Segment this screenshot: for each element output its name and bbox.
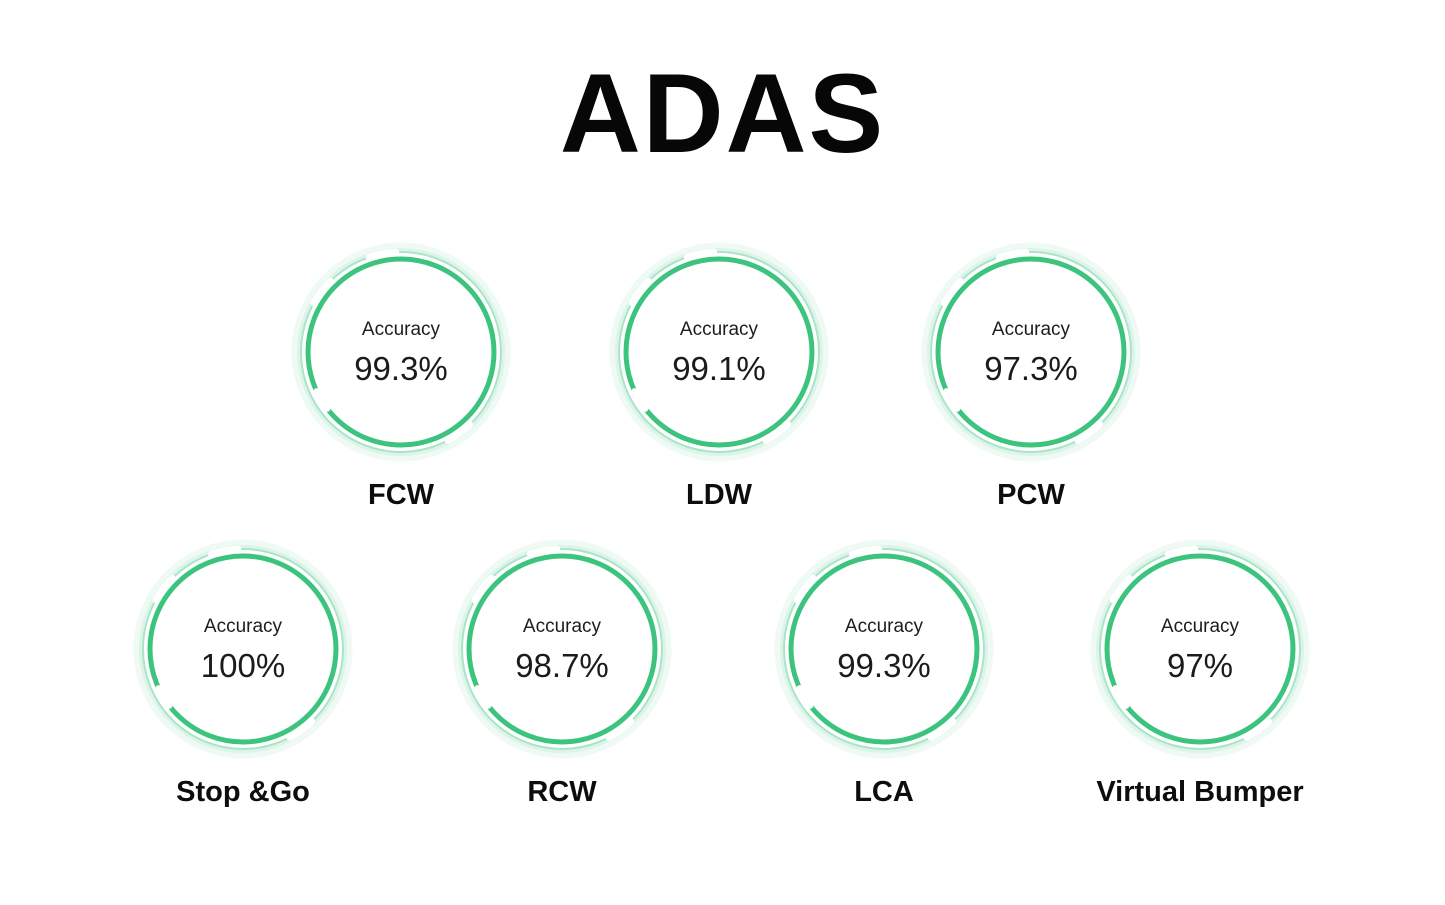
gauge-ring: Accuracy 100% <box>133 539 353 759</box>
gauge-ring: Accuracy 97.3% <box>921 242 1141 462</box>
accuracy-label: Accuracy <box>679 318 759 340</box>
page-title: ADAS <box>559 51 886 176</box>
gauge-ring-graphic <box>291 242 511 462</box>
accuracy-label: Accuracy <box>522 615 602 637</box>
accuracy-label: Accuracy <box>844 615 924 637</box>
gauge-text: Accuracy 97% <box>1090 539 1310 759</box>
gauge-stop-and-go: Accuracy 100% Stop &Go <box>133 539 353 809</box>
gauge-ring-graphic <box>452 539 672 759</box>
gauge-label-ldw: LDW <box>685 479 753 511</box>
accuracy-value: 97.3% <box>984 349 1078 387</box>
gauge-text: Accuracy 99.3% <box>291 242 511 462</box>
gauge-ring: Accuracy 99.3% <box>291 242 511 462</box>
gauge-label-stop-and-go: Stop &Go <box>176 776 310 808</box>
accuracy-label: Accuracy <box>991 318 1071 340</box>
accuracy-value: 99.1% <box>672 349 766 387</box>
gauge-fcw: Accuracy 99.3% FCW <box>291 242 511 512</box>
gauge-pcw: Accuracy 97.3% PCW <box>921 242 1141 512</box>
gauge-ring-graphic <box>133 539 353 759</box>
gauge-ring: Accuracy 98.7% <box>452 539 672 759</box>
gauge-label-fcw: FCW <box>367 479 435 511</box>
accuracy-label: Accuracy <box>1160 615 1240 637</box>
gauge-lca: Accuracy 99.3% LCA <box>774 539 994 809</box>
gauge-ring-graphic <box>774 539 994 759</box>
gauge-text: Accuracy 97.3% <box>921 242 1141 462</box>
gauge-ring-graphic <box>609 242 829 462</box>
gauge-ring: Accuracy 97% <box>1090 539 1310 759</box>
gauge-ring-graphic <box>1090 539 1310 759</box>
accuracy-value: 97% <box>1166 646 1234 684</box>
accuracy-label: Accuracy <box>203 615 283 637</box>
gauge-text: Accuracy 98.7% <box>452 539 672 759</box>
gauge-ring-graphic <box>921 242 1141 462</box>
gauge-label-rcw: RCW <box>527 776 597 808</box>
gauge-text: Accuracy 99.1% <box>609 242 829 462</box>
accuracy-value: 98.7% <box>515 646 609 684</box>
gauge-ring: Accuracy 99.3% <box>774 539 994 759</box>
gauge-text: Accuracy 100% <box>133 539 353 759</box>
gauge-virtual-bumper: Accuracy 97% Virtual Bumper <box>1090 539 1310 809</box>
gauge-label-virtual-bumper: Virtual Bumper <box>1096 776 1304 808</box>
gauge-label-lca: LCA <box>854 776 914 808</box>
accuracy-value: 100% <box>200 646 286 684</box>
gauge-ring: Accuracy 99.1% <box>609 242 829 462</box>
accuracy-label: Accuracy <box>361 318 441 340</box>
gauge-text: Accuracy 99.3% <box>774 539 994 759</box>
gauge-ldw: Accuracy 99.1% LDW <box>609 242 829 512</box>
accuracy-value: 99.3% <box>837 646 931 684</box>
gauge-rcw: Accuracy 98.7% RCW <box>452 539 672 809</box>
accuracy-value: 99.3% <box>354 349 448 387</box>
gauge-label-pcw: PCW <box>997 479 1065 511</box>
